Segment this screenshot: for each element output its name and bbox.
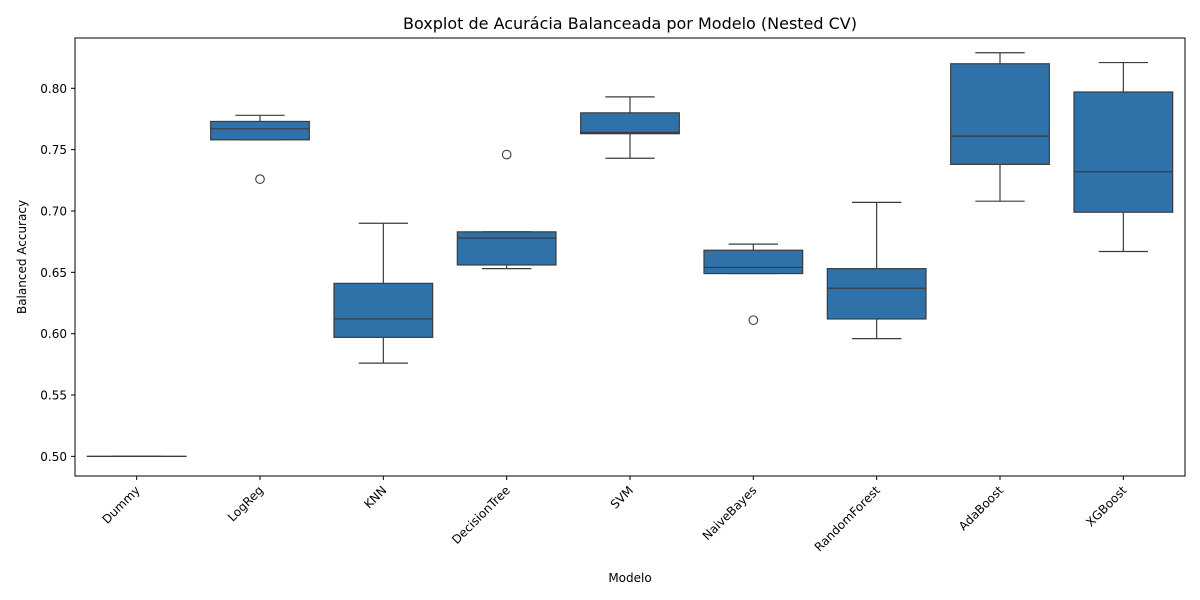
outlier-point bbox=[748, 315, 759, 326]
x-tick-label: XGBoost bbox=[1083, 483, 1129, 529]
x-axis-label: Modelo bbox=[608, 571, 651, 585]
y-axis: 0.50 0.55 0.60 0.65 0.70 0.75 0.80 bbox=[40, 82, 75, 464]
y-axis-label: Balanced Accuracy bbox=[15, 200, 29, 314]
y-tick-label: 0.80 bbox=[40, 82, 67, 96]
box-body bbox=[210, 120, 310, 141]
box-body bbox=[456, 231, 557, 266]
x-tick-label: KNN bbox=[361, 483, 389, 511]
box-LogReg bbox=[210, 114, 310, 184]
box-body bbox=[333, 282, 434, 338]
box-KNN bbox=[333, 222, 434, 364]
chart-title: Boxplot de Acurácia Balanceada por Model… bbox=[403, 14, 857, 33]
y-tick-label: 0.75 bbox=[40, 143, 67, 157]
box-NaiveBayes bbox=[703, 243, 804, 326]
y-tick-label: 0.55 bbox=[40, 389, 67, 403]
x-tick-label: DecisionTree bbox=[449, 483, 513, 547]
plot-area bbox=[86, 52, 1174, 457]
box-AdaBoost bbox=[950, 52, 1050, 202]
x-tick-label: LogReg bbox=[225, 483, 266, 524]
outlier-point bbox=[501, 149, 512, 160]
box-body bbox=[1073, 91, 1174, 213]
box-body bbox=[826, 268, 927, 320]
box-body bbox=[580, 112, 680, 135]
box-SVM bbox=[580, 96, 680, 159]
x-tick-label: Dummy bbox=[99, 483, 142, 526]
box-body bbox=[950, 63, 1050, 165]
box-body bbox=[703, 249, 804, 275]
x-tick-label: NaiveBayes bbox=[700, 483, 760, 543]
outlier-point bbox=[255, 174, 265, 184]
x-tick-label: RandomForest bbox=[812, 483, 883, 554]
y-tick-label: 0.70 bbox=[40, 204, 67, 218]
box-RandomForest bbox=[826, 201, 927, 340]
x-axis: Dummy LogReg KNN DecisionTree SVM NaiveBayes R… bbox=[99, 476, 1130, 554]
x-tick-label: SVM bbox=[608, 483, 636, 511]
y-tick-label: 0.65 bbox=[40, 266, 67, 280]
box-XGBoost bbox=[1073, 61, 1174, 253]
y-tick-label: 0.50 bbox=[40, 450, 67, 464]
box-DecisionTree bbox=[456, 149, 557, 270]
y-tick-label: 0.60 bbox=[40, 327, 67, 341]
x-tick-label: AdaBoost bbox=[956, 483, 1006, 533]
